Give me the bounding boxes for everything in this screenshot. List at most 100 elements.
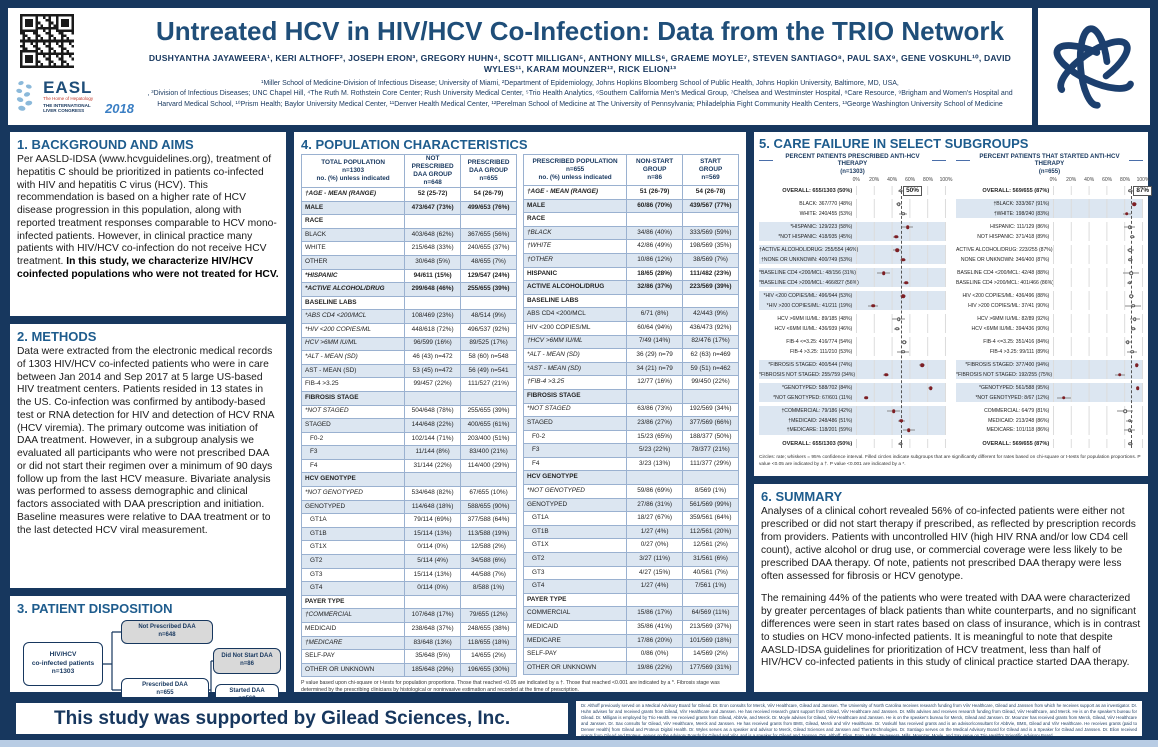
table-header-cell-2: PRESCRIBED DAA GROUP n=655	[460, 154, 517, 188]
axis-tick: 100%	[939, 176, 953, 183]
forest-row: HIV <200 COPIES/ML: 436/496 (88%)	[956, 291, 1143, 301]
row-value-1: 36 (29) n=79	[626, 348, 684, 363]
qr-code	[20, 14, 74, 68]
forest-row-label: †WHITE: 198/240 (83%)	[993, 210, 1050, 217]
forest-row-label: *BASELINE CD4 >200/MCL: 466/827 (56%)	[759, 279, 859, 286]
forest-row-label: OVERALL: 655/1303 (50%)	[782, 440, 853, 447]
forest-row-plot	[856, 222, 946, 232]
row-value-2: 111/377 (29%)	[682, 456, 739, 472]
table-row: *ABS CD4 <200/MCL 108/469 (23%) 48/514 (9%…	[300, 309, 517, 324]
chart-started: PERCENT PATIENTS THAT STARTED ANTI-HCV T…	[956, 153, 1153, 452]
disclosures-text: Dr. Althoff previously served on a Medic…	[581, 703, 1137, 736]
rate-marker	[1128, 257, 1133, 262]
row-label: GENOTYPED	[522, 497, 628, 513]
forest-row-label: HISPANIC: 111/129 (86%)	[990, 224, 1050, 231]
forest-row-plot	[856, 314, 946, 324]
header-text: Untreated HCV in HIV/HCV Co-Infection: D…	[144, 17, 1016, 110]
forest-row-label: NONE OR UNKNOWN: 346/400 (87%)	[960, 256, 1050, 263]
forest-row-label: †COMMERCIAL: 79/186 (42%)	[781, 408, 853, 415]
row-label: GT1B	[300, 526, 406, 542]
row-label: GT1A	[300, 513, 406, 528]
row-label: HCV >6MM IU/ML	[300, 336, 406, 352]
row-label: F0-2	[522, 429, 628, 445]
row-value-1: 3/27 (11%)	[626, 552, 684, 567]
chart-group: OVERALL: 655/1303 (50%)	[759, 185, 946, 196]
row-value-1: 99/457 (22%)	[404, 377, 462, 392]
forest-row: *HISPANIC: 129/223 (58%)	[759, 222, 946, 232]
table-prescribed-population: PRESCRIBED POPULATION n=655 no. (%) unle…	[522, 154, 739, 677]
row-value-2: 12/561 (2%)	[682, 538, 739, 554]
table-total-population: TOTAL POPULATION n=1303 no. (%) unless i…	[300, 154, 517, 678]
table-row: MALE 473/647 (73%) 499/653 (76%)	[300, 200, 517, 216]
section-background-heading: 1. BACKGROUND AND AIMS	[17, 137, 194, 152]
table-row: COMMERCIAL 15/86 (17%) 64/569 (11%)	[522, 606, 739, 621]
table-row: STAGED 144/648 (22%) 400/655 (61%)	[300, 418, 517, 433]
rate-marker	[1128, 441, 1133, 446]
easl-congress: THE INTERNATIONAL LIVER CONGRESS	[43, 102, 91, 114]
chart-group: HIV <200 COPIES/ML: 436/496 (88%) HIV >20…	[956, 291, 1143, 311]
rate-marker	[898, 188, 903, 193]
row-value-1: 108/469 (23%)	[404, 309, 462, 324]
rate-marker	[895, 248, 899, 252]
forest-row-plot	[856, 185, 946, 196]
rate-marker	[1131, 303, 1135, 308]
row-value-1: 144/648 (22%)	[404, 418, 462, 433]
row-label: *HISPANIC	[300, 268, 406, 284]
chart-group: ACTIVE ALCOHOL/DRUG: 223/255 (87%) NONE O…	[956, 245, 1143, 265]
forest-row-label: †ACTIVE ALCOHOL/DRUG: 255/554 (46%)	[759, 247, 859, 254]
row-value-1: 18/65 (28%)	[626, 266, 684, 282]
section-disposition: 3. PATIENT DISPOSITION HIV/HCV co-infect…	[8, 594, 288, 708]
forest-row: *FIBROSIS NOT STAGED: 255/759 (34%)	[759, 369, 946, 380]
forest-row-label: FIB-4 <=3.25: 351/416 (84%)	[983, 339, 1050, 346]
row-label: OTHER	[300, 254, 406, 270]
forest-row: *HIV <200 COPIES/ML: 496/944 (53%)	[759, 291, 946, 301]
chart-group: *FIBROSIS STAGED: 400/544 (74%) *FIBROSIS…	[759, 360, 946, 380]
row-label: HIV <200 COPIES/ML	[522, 320, 628, 336]
row-label: MEDICAID	[522, 620, 628, 635]
forest-row-plot	[856, 369, 946, 380]
row-value-2	[460, 472, 517, 488]
forest-row-label: *FIBROSIS STAGED: 377/400 (94%)	[965, 362, 1050, 369]
table-row: SELF-PAY 0/86 (0%) 14/569 (2%)	[522, 647, 739, 662]
rate-marker	[901, 211, 906, 216]
forest-row-plot	[1053, 254, 1143, 265]
row-label: *ALT - MEAN (SD)	[522, 348, 628, 363]
row-value-2	[460, 390, 517, 406]
row-label: GT1B	[522, 524, 628, 540]
row-label: FIB-4 >3.25	[300, 377, 406, 392]
row-value-2: 34/588 (6%)	[460, 554, 517, 569]
chart-axis: 0% 20% 40% 60% 80% 100%	[759, 176, 953, 186]
row-label: STAGED	[522, 416, 628, 431]
row-label: GENOTYPED	[300, 499, 406, 515]
forest-row-plot	[856, 245, 946, 255]
row-value-2: 400/655 (61%)	[460, 418, 517, 433]
axis-tick: 60%	[905, 176, 916, 183]
table-row: GT1B 1/27 (4%) 112/561 (20%)	[522, 524, 739, 540]
row-value-2	[682, 388, 739, 404]
forest-row-plot	[1053, 300, 1143, 311]
row-value-2: 99/450 (22%)	[682, 375, 739, 390]
chart-subtitle: (n=655)	[1038, 168, 1061, 175]
row-value-1: 60/86 (70%)	[626, 198, 684, 214]
row-value-1: 238/648 (37%)	[404, 622, 462, 637]
forest-charts: PERCENT PATIENTS PRESCRIBED ANTI-HCV THE…	[759, 153, 1153, 452]
row-value-1	[404, 390, 462, 406]
section-background-text: Per AASLD-IDSA (www.hcvguidelines.org), …	[17, 154, 279, 282]
row-label: HISPANIC	[522, 266, 628, 282]
table-row: GENOTYPED 27/86 (31%) 561/569 (99%)	[522, 497, 739, 513]
forest-row: †WHITE: 198/240 (83%)	[956, 208, 1143, 219]
row-value-2: 129/547 (24%)	[460, 268, 517, 284]
forest-row-plot	[1053, 185, 1143, 196]
easl-logo: EASL The Home of Hepatology THE INTERNAT…	[14, 72, 134, 122]
row-label: HCV GENOTYPE	[522, 470, 628, 486]
forest-row-plot	[1053, 406, 1143, 416]
forest-row: *BASELINE CD4 <200/MCL: 48/156 (31%)	[759, 268, 946, 278]
row-label: FIBROSIS STAGE	[300, 390, 406, 406]
row-value-1: 15/114 (13%)	[404, 567, 462, 583]
row-label: RACE	[300, 214, 406, 229]
title-rule-left	[759, 159, 773, 162]
table-row: GT1X 0/27 (0%) 12/561 (2%)	[522, 538, 739, 554]
row-value-1: 52 (25-72)	[404, 187, 462, 202]
forest-row-plot	[856, 291, 946, 301]
table-row: *NOT STAGED 63/86 (73%) 192/569 (34%)	[522, 402, 739, 418]
